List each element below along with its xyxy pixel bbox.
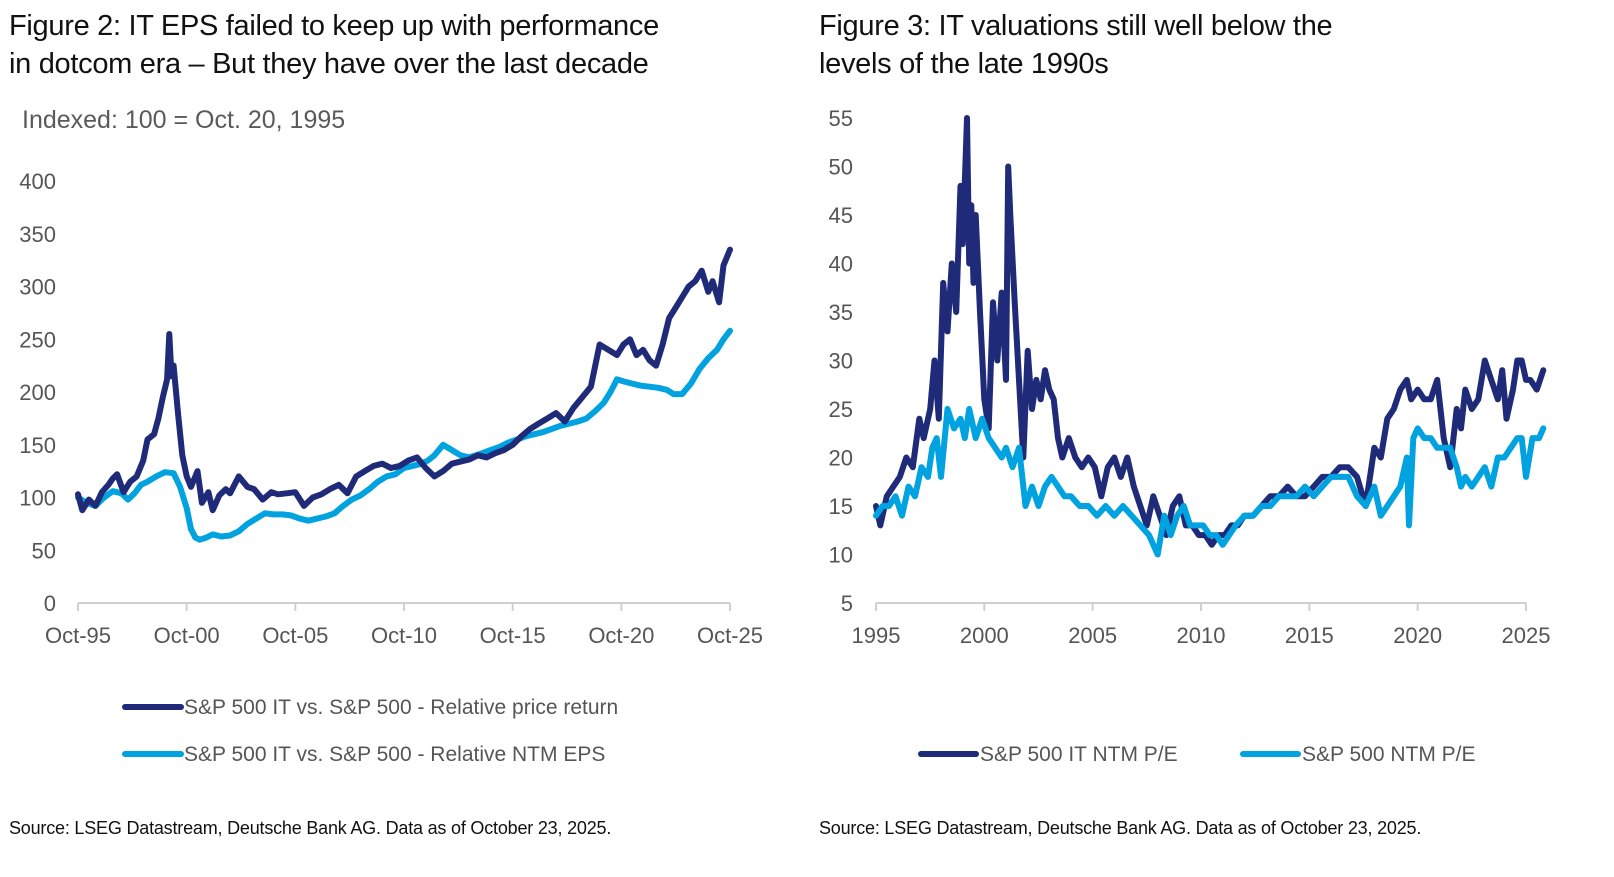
figure2-legend: S&P 500 IT vs. S&P 500 - Relative price … [122, 696, 618, 766]
x-tick-label: 2000 [960, 623, 1009, 648]
x-tick-label: Oct-25 [697, 623, 763, 648]
y-tick-label: 5 [841, 591, 853, 616]
figure3-title: Figure 3: IT valuations still well below… [819, 7, 1333, 83]
y-tick-label: 200 [19, 380, 56, 405]
x-tick-label: 2025 [1502, 623, 1551, 648]
x-tick-label: 2005 [1068, 623, 1117, 648]
x-tick-label: 1995 [852, 623, 901, 648]
figure2-title-line2: in dotcom era – But they have over the l… [9, 48, 649, 80]
x-tick-label: Oct-15 [480, 623, 546, 648]
y-tick-label: 250 [19, 327, 56, 352]
y-tick-label: 0 [44, 591, 56, 616]
y-tick-label: 10 [829, 543, 853, 568]
figure2-x-axis: Oct-95 Oct-00 Oct-05 Oct-10 Oct-15 Oct-20 Oct-… [45, 603, 763, 648]
series-line-dark [873, 115, 1547, 548]
figure2-y-axis: 0 50 100 150 200 250 300 350 400 [19, 169, 56, 616]
x-tick-label: Oct-00 [154, 623, 220, 648]
y-tick-label: 100 [19, 486, 56, 511]
x-tick-label: Oct-20 [588, 623, 654, 648]
figure2-title-line1: Figure 2: IT EPS failed to keep up with … [9, 10, 659, 42]
figure2-subtitle: Indexed: 100 = Oct. 20, 1995 [22, 106, 346, 134]
y-tick-label: 20 [829, 446, 853, 471]
y-tick-label: 400 [19, 169, 56, 194]
legend-label-price-return: S&P 500 IT vs. S&P 500 - Relative price … [184, 696, 618, 719]
legend-label-sp500-pe: S&P 500 NTM P/E [1302, 743, 1476, 766]
figure3-y-axis: 5 10 15 20 25 30 35 40 45 50 55 [829, 106, 853, 616]
y-tick-label: 50 [32, 538, 56, 563]
figure2-source: Source: LSEG Datastream, Deutsche Bank A… [9, 818, 612, 838]
figure2-title: Figure 2: IT EPS failed to keep up with … [9, 7, 659, 83]
y-tick-label: 25 [829, 397, 853, 422]
y-tick-label: 50 [829, 155, 853, 180]
figure3-legend: S&P 500 IT NTM P/E S&P 500 NTM P/E [918, 743, 1476, 766]
y-tick-label: 55 [829, 106, 853, 131]
y-tick-label: 350 [19, 222, 56, 247]
figure3-title-line1: Figure 3: IT valuations still well below… [819, 10, 1333, 42]
x-tick-label: Oct-05 [262, 623, 328, 648]
figure3-series [873, 115, 1547, 558]
figure3-source: Source: LSEG Datastream, Deutsche Bank A… [819, 818, 1422, 838]
x-tick-label: 2020 [1393, 623, 1442, 648]
series-line-dark [75, 246, 733, 514]
figure3-x-axis: 1995 2000 2005 2010 2015 2020 2025 [852, 603, 1551, 648]
series-line-light [873, 406, 1547, 558]
x-tick-label: 2015 [1285, 623, 1334, 648]
y-tick-label: 35 [829, 300, 853, 325]
y-tick-label: 45 [829, 203, 853, 228]
y-tick-label: 150 [19, 433, 56, 458]
y-tick-label: 40 [829, 252, 853, 277]
x-tick-label: Oct-95 [45, 623, 111, 648]
figure2-series [75, 246, 733, 543]
legend-label-it-pe: S&P 500 IT NTM P/E [980, 743, 1178, 766]
y-tick-label: 30 [829, 349, 853, 374]
x-tick-label: Oct-10 [371, 623, 437, 648]
series-line-light [75, 327, 733, 543]
y-tick-label: 15 [829, 494, 853, 519]
x-tick-label: 2010 [1177, 623, 1226, 648]
y-tick-label: 300 [19, 275, 56, 300]
legend-label-ntm-eps: S&P 500 IT vs. S&P 500 - Relative NTM EP… [184, 743, 605, 766]
figure3-title-line2: levels of the late 1990s [819, 48, 1109, 80]
